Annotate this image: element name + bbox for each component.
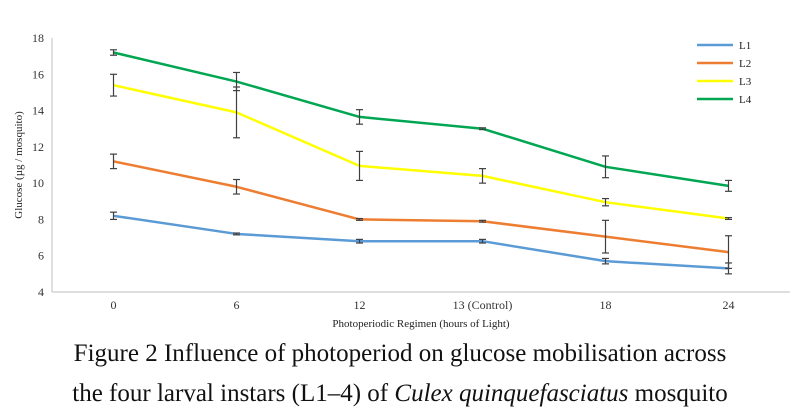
error-bar-l2	[356, 217, 363, 221]
error-bar-l1	[356, 238, 363, 244]
error-bar-l2	[110, 153, 117, 170]
line-chart: 4 6 8 10 12 14 16 18 0 6 12 13 (Control) 18 24 L1 L2 L3…	[13, 31, 790, 330]
y-tick-label: 16	[32, 67, 44, 81]
y-tick-label: 12	[32, 140, 44, 154]
caption-line-2-suffix: mosquito	[628, 380, 728, 407]
error-bar-l1	[110, 211, 117, 221]
legend-label-l2: L2	[739, 58, 751, 70]
error-bar-l3	[479, 168, 486, 184]
x-tick-label: 13 (Control)	[453, 298, 513, 312]
y-tick-label: 6	[38, 249, 44, 263]
series-l4	[110, 49, 732, 192]
error-bar-l1	[233, 232, 240, 236]
y-tick-label: 14	[32, 104, 44, 118]
series-l2	[110, 153, 732, 270]
chart-legend: L1 L2 L3 L4	[697, 40, 752, 106]
y-tick-label: 10	[32, 176, 44, 190]
x-tick-label: 18	[600, 298, 612, 312]
error-bar-l1	[602, 257, 609, 265]
series-line-l3	[113, 83, 729, 220]
figure-caption: Figure 2 Influence of photoperiod on glu…	[0, 334, 800, 414]
legend-item-l3: L3	[697, 76, 752, 88]
error-bar-l2	[725, 235, 732, 270]
series-line-l4	[113, 51, 729, 188]
series-line-l2	[113, 160, 729, 254]
error-bar-l4	[602, 155, 609, 179]
error-bar-l1	[479, 238, 486, 244]
y-tick-label: 18	[32, 31, 44, 45]
x-tick-label: 12	[354, 298, 366, 312]
legend-item-l4: L4	[697, 94, 752, 106]
caption-line-1: Figure 2 Influence of photoperiod on glu…	[73, 340, 727, 367]
x-tick-label: 0	[111, 298, 117, 312]
error-bar-l4	[725, 179, 732, 192]
error-bar-l3	[602, 197, 609, 207]
chart-series	[110, 49, 732, 275]
caption-line-2: the four larval instars (L1–4) of Culex …	[0, 374, 800, 414]
chart-axes: 4 6 8 10 12 14 16 18 0 6 12 13 (Control) 18 24	[32, 31, 790, 312]
legend-item-l2: L2	[697, 58, 751, 70]
y-axis-title: Glucose (µg / mosquito)	[13, 111, 25, 219]
error-bar-l4	[233, 71, 240, 92]
caption-line-2-prefix: the four larval instars (L1–4) of	[72, 380, 395, 407]
error-bar-l4	[356, 109, 363, 125]
error-bar-l3	[356, 150, 363, 182]
legend-label-l4: L4	[739, 94, 752, 106]
legend-label-l1: L1	[739, 40, 751, 52]
y-tick-label: 4	[38, 285, 44, 299]
series-l1	[110, 211, 732, 275]
x-tick-label: 6	[234, 298, 240, 312]
legend-item-l1: L1	[697, 40, 751, 52]
caption-species-name: Culex quinquefasciatus	[394, 380, 629, 407]
series-l3	[110, 73, 732, 221]
x-axis-title: Photoperiodic Regimen (hours of Light)	[332, 318, 510, 330]
series-line-l1	[113, 214, 729, 270]
error-bar-l2	[479, 219, 486, 223]
error-bar-l3	[725, 217, 732, 221]
error-bar-l4	[110, 49, 117, 56]
x-tick-label: 24	[723, 298, 735, 312]
error-bar-l2	[602, 219, 609, 254]
error-bar-l4	[479, 127, 486, 131]
error-bar-l2	[233, 178, 240, 195]
error-bar-l3	[110, 73, 117, 97]
y-tick-label: 8	[38, 212, 44, 226]
legend-label-l3: L3	[739, 76, 752, 88]
